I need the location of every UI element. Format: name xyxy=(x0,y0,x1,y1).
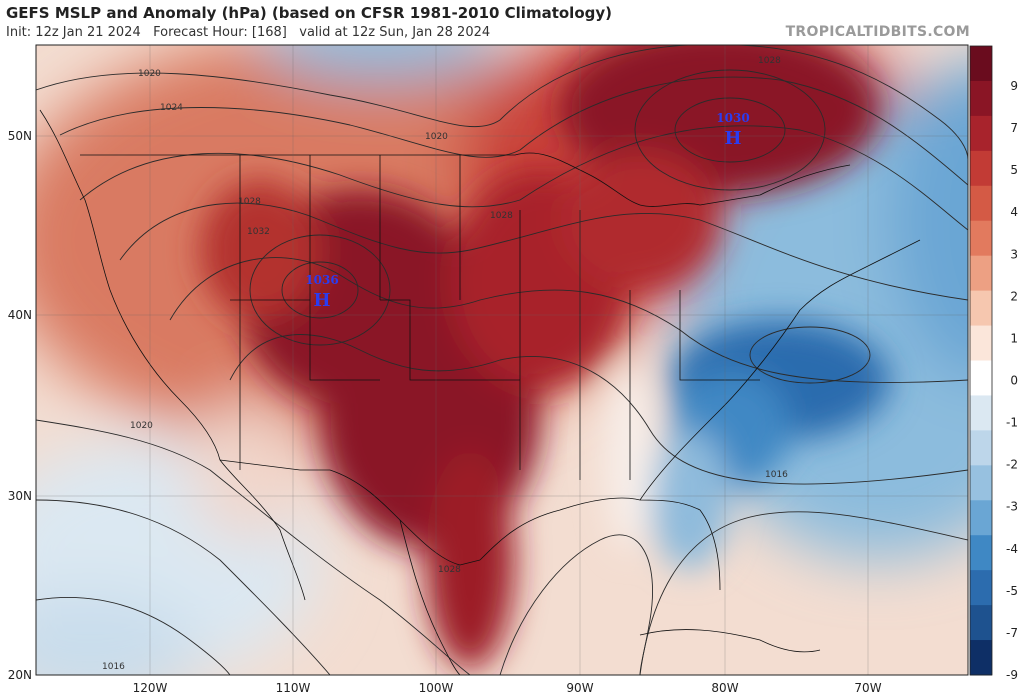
contour-labels: 1020 1024 1028 1032 1020 1028 1028 1020 … xyxy=(102,56,788,672)
chart-subtitle: Init: 12z Jan 21 2024 Forecast Hour: [16… xyxy=(6,25,490,40)
colorbar-swatch xyxy=(970,360,992,396)
colorbar-swatch xyxy=(970,290,992,327)
colorbar-swatch xyxy=(970,605,992,641)
chart-title: GEFS MSLP and Anomaly (hPa) (based on CF… xyxy=(6,4,612,22)
colorbar-swatch xyxy=(970,465,992,501)
forecast-hour: Forecast Hour: [168] xyxy=(153,25,287,40)
colorbar-tick-label: 5 xyxy=(1010,163,1018,177)
lon-label: 70W xyxy=(854,681,881,695)
contour-label: 1028 xyxy=(438,565,461,575)
lon-label: 80W xyxy=(711,681,738,695)
map-frame xyxy=(35,44,969,676)
graticule xyxy=(36,45,968,675)
high-marker: H xyxy=(724,128,741,149)
colorbar-swatch xyxy=(970,150,992,187)
borders xyxy=(39,109,921,675)
colorbar-tick-label: -5 xyxy=(1006,584,1018,598)
init-time: Init: 12z Jan 21 2024 xyxy=(6,25,141,40)
colorbar-tick-label: -3 xyxy=(1006,500,1018,514)
lon-label: 90W xyxy=(566,681,593,695)
site-credit: TROPICALTIDBITS.COM xyxy=(785,24,970,40)
colorbar-swatch xyxy=(970,430,992,466)
colorbar-tick-label: -4 xyxy=(1006,542,1018,556)
contour-label: 1020 xyxy=(130,421,153,431)
center-value: 1036 xyxy=(305,273,338,287)
contour-label: 1028 xyxy=(758,56,781,66)
lon-label: 110W xyxy=(276,681,311,695)
colorbar-tick-label: 0 xyxy=(1010,374,1018,388)
latitude-labels: 50N 40N 30N 20N xyxy=(8,129,32,682)
lat-label: 50N xyxy=(8,129,32,143)
high-pressure-center-west: 1036 H xyxy=(305,273,338,311)
colorbar-swatch xyxy=(970,570,992,606)
lon-label: 120W xyxy=(133,681,168,695)
contour-label: 1024 xyxy=(160,103,183,113)
colorbar-swatch xyxy=(970,115,992,152)
contour-label: 1028 xyxy=(490,211,513,221)
colorbar-swatch xyxy=(970,255,992,292)
colorbar-frame xyxy=(969,45,993,676)
colorbar-swatch xyxy=(970,185,992,222)
colorbar-tick-label: -1 xyxy=(1006,416,1018,430)
colorbar-swatch xyxy=(970,220,992,257)
colorbar-swatch xyxy=(970,80,992,117)
contour-label: 1032 xyxy=(247,227,270,237)
isobars xyxy=(36,45,968,675)
contour-label: 1016 xyxy=(102,662,125,672)
lat-label: 30N xyxy=(8,489,32,503)
colorbar-tick-label: -7 xyxy=(1006,626,1018,640)
contour-label: 1016 xyxy=(765,470,788,480)
colorbar-tick-label: 1 xyxy=(1010,331,1018,345)
lon-label: 100W xyxy=(419,681,454,695)
colorbar-swatch xyxy=(970,640,992,676)
contour-label: 1020 xyxy=(138,69,161,79)
colorbar-tick-label: -2 xyxy=(1006,458,1018,472)
valid-time: valid at 12z Sun, Jan 28 2024 xyxy=(299,25,491,40)
contour-label: 1028 xyxy=(238,197,261,207)
colorbar-swatch xyxy=(970,535,992,571)
colorbar-tick-label: 9 xyxy=(1010,79,1018,93)
longitude-labels: 120W 110W 100W 90W 80W 70W xyxy=(133,681,882,695)
colorbar-tick-label: -9 xyxy=(1006,668,1018,682)
lat-label: 40N xyxy=(8,308,32,322)
high-marker: H xyxy=(313,290,330,311)
contour-label: 1020 xyxy=(425,132,448,142)
colorbar-tick-label: 3 xyxy=(1010,247,1018,261)
center-value: 1030 xyxy=(716,111,749,125)
colorbar: 9 7 5 4 3 2 1 0 -1 -2 -3 -4 -5 -7 -9 xyxy=(969,45,1018,682)
colorbar-swatch xyxy=(970,325,992,361)
colorbar-tick-label: 4 xyxy=(1010,205,1018,219)
high-pressure-center-east: 1030 H xyxy=(716,111,749,149)
colorbar-swatch xyxy=(970,500,992,536)
colorbar-swatch xyxy=(970,395,992,431)
lat-label: 20N xyxy=(8,668,32,682)
colorbar-tick-label: 2 xyxy=(1010,289,1018,303)
colorbar-tick-label: 7 xyxy=(1010,121,1018,135)
colorbar-swatch xyxy=(970,46,992,82)
